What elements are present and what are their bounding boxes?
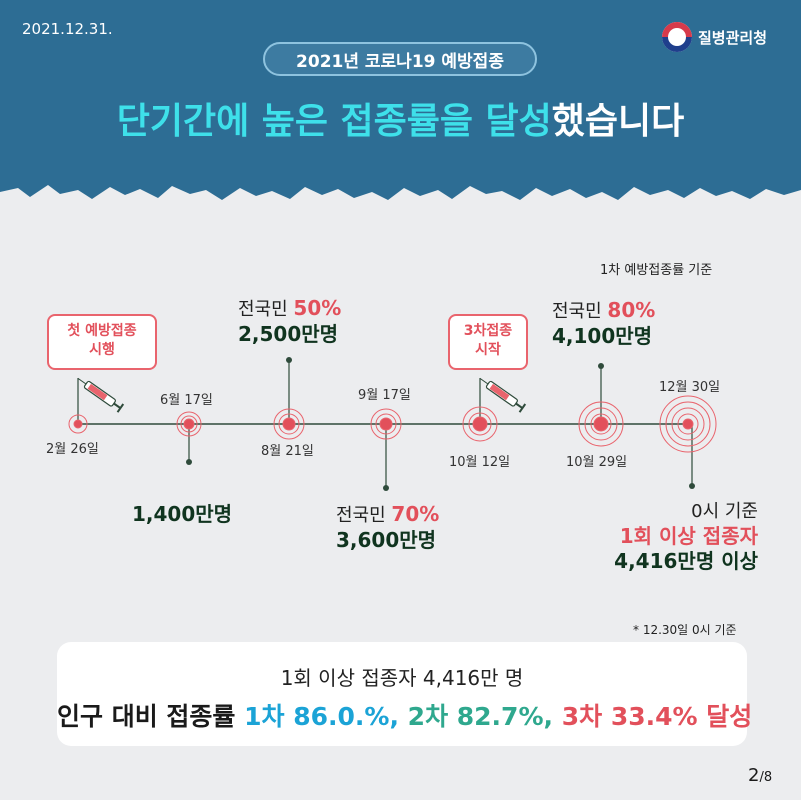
marker-jun17 bbox=[176, 411, 202, 437]
title-highlight: 단기간에 높은 접종률을 달성 bbox=[116, 101, 552, 142]
summary-dose1: 1차 86.0.%, bbox=[244, 702, 399, 731]
taegeuk-icon bbox=[662, 22, 692, 52]
milestone-oct: 전국민 80% 4,100만명 bbox=[552, 298, 655, 349]
connector-dot-dec bbox=[689, 483, 695, 489]
connector-dot-oct29 bbox=[598, 363, 604, 369]
summary-card: 1회 이상 접종자 4,416만 명 인구 대비 접종률 1차 86.0.%, … bbox=[57, 642, 752, 746]
date-feb26: 2월 26일 bbox=[46, 442, 99, 457]
marker-feb26 bbox=[68, 414, 88, 434]
milestone-aug-pct: 50% bbox=[293, 296, 342, 320]
milestone-sep-count: 3,600만명 bbox=[336, 528, 437, 552]
connector-dot-june bbox=[186, 459, 192, 465]
summary-line1: 1회 이상 접종자 4,416만 명 bbox=[280, 666, 524, 690]
title-rest: 했습니다 bbox=[551, 101, 685, 142]
milestone-aug-prefix: 전국민 bbox=[238, 299, 294, 320]
date-dec30: 12월 30일 bbox=[659, 380, 721, 395]
marker-aug21 bbox=[273, 408, 305, 440]
date-aug21: 8월 21일 bbox=[261, 444, 314, 459]
summary-dose2: 2차 82.7%, bbox=[407, 702, 553, 731]
agency-name: 질병관리청 bbox=[698, 28, 768, 47]
milestone-sep: 전국민 70% 3,600만명 bbox=[336, 502, 439, 553]
topic-pill: 2021년 코로나19 예방접종 bbox=[263, 42, 537, 76]
milestone-aug-count: 2,500만명 bbox=[238, 322, 339, 346]
date-oct12: 10월 12일 bbox=[449, 455, 511, 470]
milestone-sep-prefix: 전국민 bbox=[336, 505, 392, 526]
milestone-oct-prefix: 전국민 bbox=[552, 301, 608, 322]
syringe-icon bbox=[479, 377, 527, 413]
page-current: 2 bbox=[748, 765, 760, 786]
marker-sep17 bbox=[370, 408, 402, 440]
marker-oct29 bbox=[578, 401, 624, 447]
summary-prefix: 인구 대비 접종률 bbox=[57, 702, 245, 731]
connector-dot-sep bbox=[383, 485, 389, 491]
milestone-dec-time: 0시 기준 bbox=[691, 501, 758, 522]
milestone-jun-count: 1,400만명 bbox=[132, 502, 233, 526]
milestone-sep-pct: 70% bbox=[391, 502, 440, 526]
date-label: 2021.12.31. bbox=[22, 20, 113, 38]
torn-paper-edge bbox=[0, 185, 801, 230]
date-jun17: 6월 17일 bbox=[160, 393, 213, 408]
header-banner: 2021.12.31. 질병관리청 2021년 코로나19 예방접종 단기간에 … bbox=[0, 0, 801, 215]
first-dose-bubble: 첫 예방접종 시행 bbox=[47, 314, 157, 370]
connector-dot-aug bbox=[286, 357, 292, 363]
page-total: /8 bbox=[759, 770, 773, 785]
milestone-dec: 0시 기준 1회 이상 접종자 4,416만명 이상 bbox=[612, 498, 758, 574]
date-oct29: 10월 29일 bbox=[566, 455, 628, 470]
milestone-dec-count: 4,416만명 이상 bbox=[614, 549, 758, 573]
third-dose-bubble: 3차접종 시작 bbox=[448, 314, 528, 370]
marker-oct12 bbox=[462, 406, 498, 442]
summary-suffix: 달성 bbox=[697, 702, 753, 731]
summary-dose3: 3차 33.4% bbox=[561, 702, 698, 731]
page-title: 단기간에 높은 접종률을 달성했습니다 bbox=[0, 92, 801, 144]
agency-logo: 질병관리청 bbox=[662, 22, 767, 52]
milestone-aug: 전국민 50% 2,500만명 bbox=[238, 296, 341, 347]
summary-line2: 인구 대비 접종률 1차 86.0.%, 2차 82.7%, 3차 33.4% … bbox=[57, 697, 752, 733]
milestone-oct-count: 4,100만명 bbox=[552, 324, 653, 348]
basis-label: 1차 예방접종률 기준 bbox=[600, 263, 713, 278]
marker-dec30 bbox=[659, 395, 717, 453]
milestone-oct-pct: 80% bbox=[607, 298, 656, 322]
footnote: * 12.30일 0시 기준 bbox=[633, 623, 737, 637]
date-sep17: 9월 17일 bbox=[358, 388, 411, 403]
milestone-dec-label: 1회 이상 접종자 bbox=[619, 524, 758, 548]
syringe-icon bbox=[77, 377, 125, 413]
page-indicator: 2/8 bbox=[748, 765, 772, 786]
